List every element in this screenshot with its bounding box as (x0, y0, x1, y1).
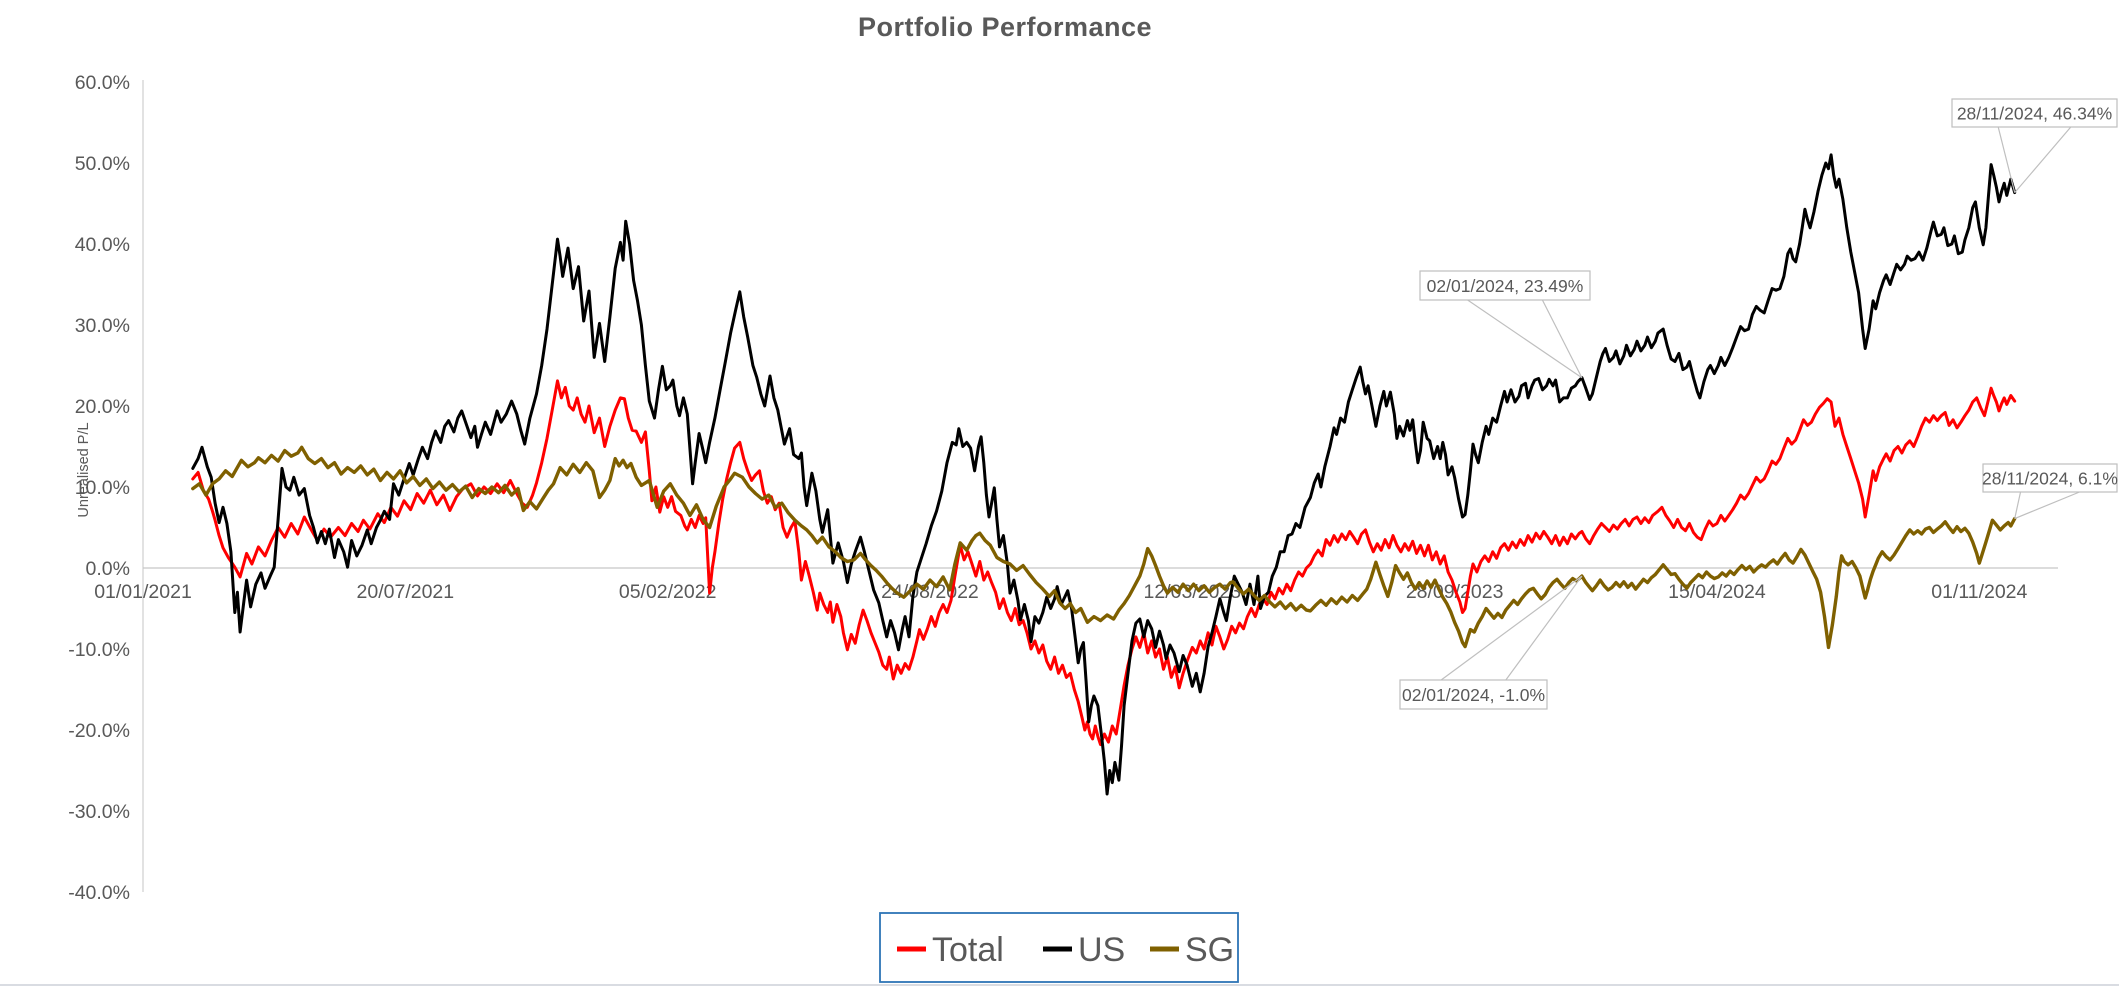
chart-title: Portfolio Performance (857, 12, 1153, 42)
y-axis-tick-label: -40.0% (68, 882, 130, 904)
annotation-callout[interactable]: 02/01/2024, -1.0% (1399, 575, 1583, 710)
series-line-us[interactable] (191, 153, 2017, 796)
legend-label: Total (932, 931, 1004, 969)
series-line-sg[interactable] (191, 445, 2017, 650)
y-axis-tick-label: -30.0% (68, 801, 130, 823)
callout-leader-line (1541, 299, 1583, 379)
callout-box (1419, 270, 1591, 301)
callout-label: 02/01/2024, 23.49% (1427, 276, 1584, 296)
y-axis-tick-label: -10.0% (68, 639, 130, 661)
y-axis-tick-label: 10.0% (75, 477, 130, 499)
legend-label: SG (1185, 931, 1234, 969)
y-axis-tick-label: -20.0% (68, 720, 130, 742)
callout-leader-line (2014, 126, 2072, 194)
callout-box (1982, 463, 2118, 493)
callout-leader-line (1997, 126, 2016, 193)
callout-leader-line (1440, 575, 1583, 681)
x-axis-tick-label: 15/04/2024 (1668, 581, 1766, 603)
y-axis-tick-label: 30.0% (75, 315, 130, 337)
annotation-callout[interactable]: 28/11/2024, 6.1% (1982, 463, 2118, 520)
x-axis-tick-label: 01/11/2024 (1931, 581, 2027, 603)
series-line-total[interactable] (191, 379, 2017, 747)
y-axis-tick-label: 20.0% (75, 396, 130, 418)
legend-item-sg[interactable]: SG (1150, 931, 1234, 969)
y-axis-tick-label: 0.0% (86, 558, 130, 580)
callout-leader-line (2014, 491, 2022, 519)
y-axis-tick-label: 50.0% (75, 153, 130, 175)
annotation-callout[interactable]: 28/11/2024, 46.34% (1951, 98, 2118, 194)
y-axis-tick-label: 60.0% (75, 72, 130, 94)
legend[interactable]: Total US SG (879, 912, 1239, 983)
callout-label: 28/11/2024, 46.34% (1957, 103, 2112, 123)
legend-item-us[interactable]: US (1043, 931, 1125, 969)
legend-label: US (1078, 931, 1125, 969)
x-axis-tick-label: 01/01/2021 (94, 581, 192, 603)
x-axis-tick-label: 20/07/2021 (357, 581, 455, 603)
callout-label: 02/01/2024, -1.0% (1402, 685, 1545, 705)
chart-bottom-border (0, 984, 2119, 986)
callout-leader-line (2014, 491, 2080, 520)
annotation-callout[interactable]: 02/01/2024, 23.49% (1419, 270, 1591, 379)
callout-leader-line (1467, 299, 1583, 379)
callout-leader-line (1505, 575, 1583, 681)
y-axis-title: Unrealised P/L (76, 422, 92, 517)
legend-item-total[interactable]: Total (897, 931, 1004, 969)
y-axis-tick-label: 40.0% (75, 234, 130, 256)
callout-label: 28/11/2024, 6.1% (1982, 468, 2118, 488)
callout-box (1399, 679, 1548, 710)
callout-box (1951, 98, 2118, 128)
x-axis-tick-label: 05/02/2022 (619, 581, 717, 603)
